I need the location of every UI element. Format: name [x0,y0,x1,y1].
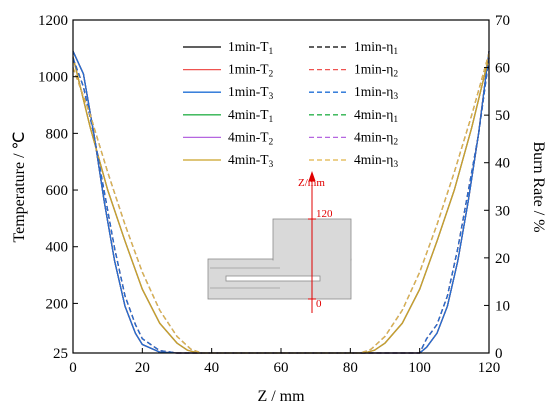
x-tick-label: 120 [478,360,501,376]
legend-entry: 4min-T1 [228,107,274,125]
series-line-3 [72,50,490,354]
series-layer [72,50,490,354]
x-tick-label: 80 [343,360,358,376]
legend-entry: 4min-η2 [354,129,398,147]
y-right-tick-label: 0 [495,346,503,362]
series-line-10 [72,53,490,354]
legend-entry: 1min-T2 [228,62,274,80]
ticks-layer: 0 20 40 60 80 100 1202520040060080010001200010… [38,13,510,376]
y-right-tick-label: 70 [495,13,510,29]
y-left-tick-label: 200 [46,296,69,312]
plot-frame [72,19,490,354]
inset-arrow-icon [308,171,316,181]
legend-entry: 4min-T3 [228,152,274,170]
series-line-12 [72,53,490,354]
series-line-5 [72,56,490,354]
legend-entry: 1min-η3 [354,84,398,102]
inset-bottom-value: 0 [316,298,322,310]
series-line-11 [72,53,490,354]
legend-entry: 1min-T3 [228,84,274,102]
inset-axis-label: Z/mm [298,177,325,189]
legend-entry: 1min-η1 [354,39,398,57]
legend-entry: 4min-η3 [354,152,398,170]
y-axis-title-left: Temperature / ℃ [11,131,28,242]
y-right-tick-label: 30 [495,203,510,219]
y-right-tick-label: 10 [495,298,510,314]
series-line-7 [72,57,490,354]
inset-top-value: 120 [316,208,333,220]
legend-entry: 1min-η2 [354,62,398,80]
y-left-tick-label: 1200 [38,13,68,29]
y-right-tick-label: 20 [495,251,510,267]
x-axis-title: Z / mm [257,388,305,405]
legend-entry: 4min-T2 [228,129,274,147]
y-right-tick-label: 60 [495,61,510,77]
y-right-tick-label: 50 [495,108,510,124]
legend-entry: 1min-T1 [228,39,274,57]
inset-schematic: Z/mm 120 0 [207,171,352,313]
x-tick-label: 40 [204,360,219,376]
series-line-9 [72,57,490,354]
y-left-tick-label: 400 [46,240,69,256]
x-tick-label: 20 [135,360,150,376]
legend-entry: 4min-η1 [354,107,398,125]
series-line-6 [72,56,490,354]
y-left-tick-label: 800 [46,126,69,142]
x-tick-label: 0 [69,360,77,376]
y-left-tick-label: 25 [53,346,68,362]
series-line-8 [72,57,490,354]
x-tick-label: 100 [408,360,431,376]
y-axis-title-right: Burn Rate / % [530,141,547,232]
series-line-2 [72,50,490,354]
y-right-tick-label: 40 [495,156,510,172]
x-tick-label: 60 [274,360,289,376]
y-left-tick-label: 600 [46,183,69,199]
y-left-tick-label: 1000 [38,70,68,86]
legend: 1min-T1 1min-T2 1min-T3 4min-T1 4min-T2 4min-… [183,39,398,170]
inset-slot-middle [225,275,321,282]
series-line-1 [72,50,490,354]
series-line-4 [72,56,490,354]
